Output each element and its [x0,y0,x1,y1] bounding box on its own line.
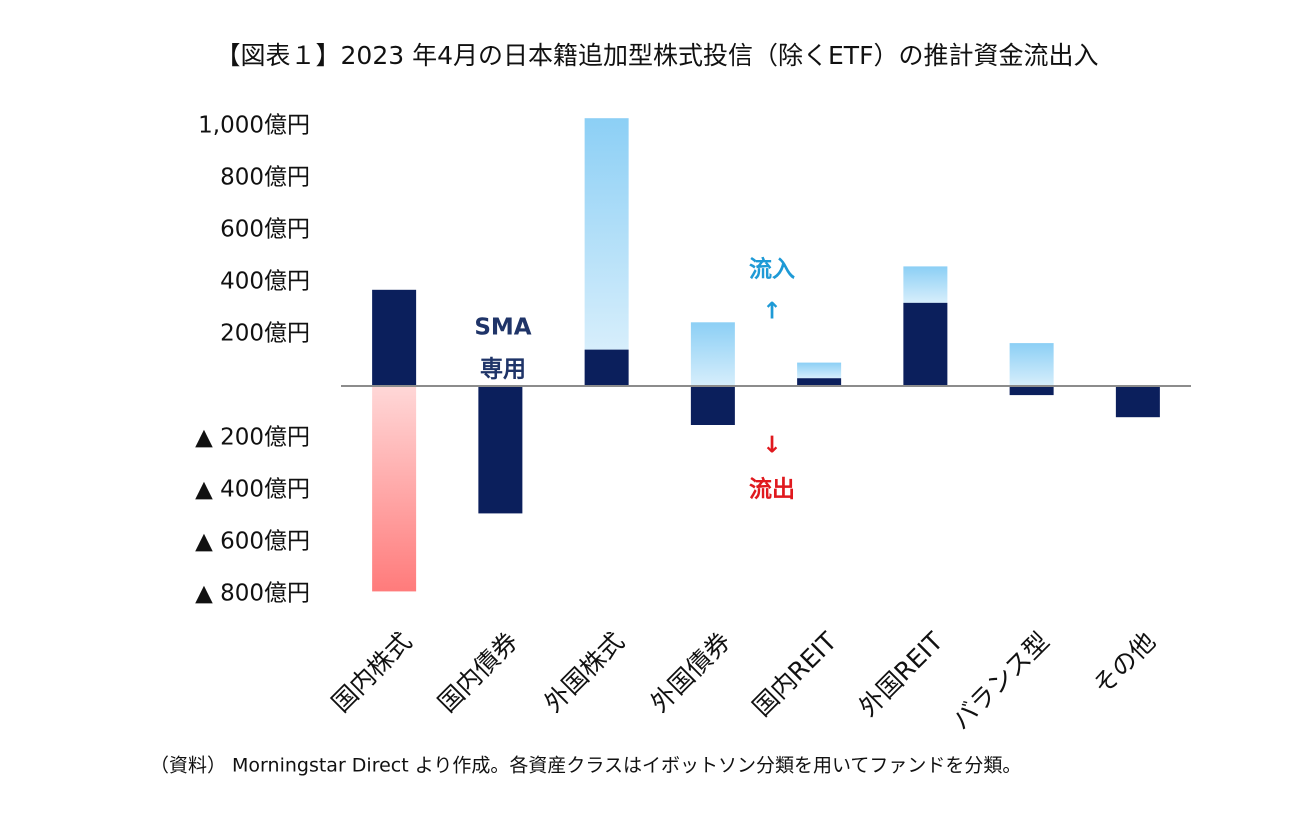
x-tick-label: 国内株式 [326,627,417,718]
x-tick-label: 外国REIT [853,626,949,722]
x-tick-label: その他 [1088,627,1162,701]
y-tick-label: ▲ 800億円 [195,581,310,607]
x-tick-label: 国内REIT [747,626,843,722]
y-tick-label: 800億円 [220,165,310,191]
bar [1009,343,1054,386]
bar [584,118,629,350]
y-tick-label: ▲ 200億円 [195,425,310,451]
bar [1009,386,1054,396]
bar [797,362,842,379]
bar [372,386,417,592]
x-tick-label: 外国株式 [539,627,630,718]
chart-title: 【図表１】2023 年4月の日本籍追加型株式投信（除くETF）の推計資金流出入 [216,41,1099,70]
annotation: SMA [474,315,531,341]
bar [797,378,842,386]
y-tick-label: 200億円 [220,321,310,347]
x-tick-label: 国内債券 [432,627,523,718]
bar [478,386,523,514]
annotation: 流出 [749,476,795,503]
annotation: 流入 [749,256,795,283]
bar [372,289,417,386]
bar [690,322,735,386]
bar [690,386,735,425]
x-tick-label: 外国債券 [645,627,736,718]
x-tick-label: バランス型 [946,627,1055,736]
y-tick-label: ▲ 600億円 [195,529,310,555]
bar [584,349,629,386]
bar [903,266,948,303]
annotation: 専用 [480,357,526,383]
y-tick-label: ▲ 400億円 [195,477,310,503]
source-note: （資料） Morningstar Direct より作成。各資産クラスはイボット… [150,755,1021,777]
y-tick-label: 400億円 [220,269,310,295]
annotation: ↓ [762,433,781,459]
bar [1115,386,1160,418]
bar [903,302,948,386]
y-tick-label: 600億円 [220,217,310,243]
y-tick-label: 1,000億円 [198,113,310,139]
annotation: ↑ [762,299,781,325]
